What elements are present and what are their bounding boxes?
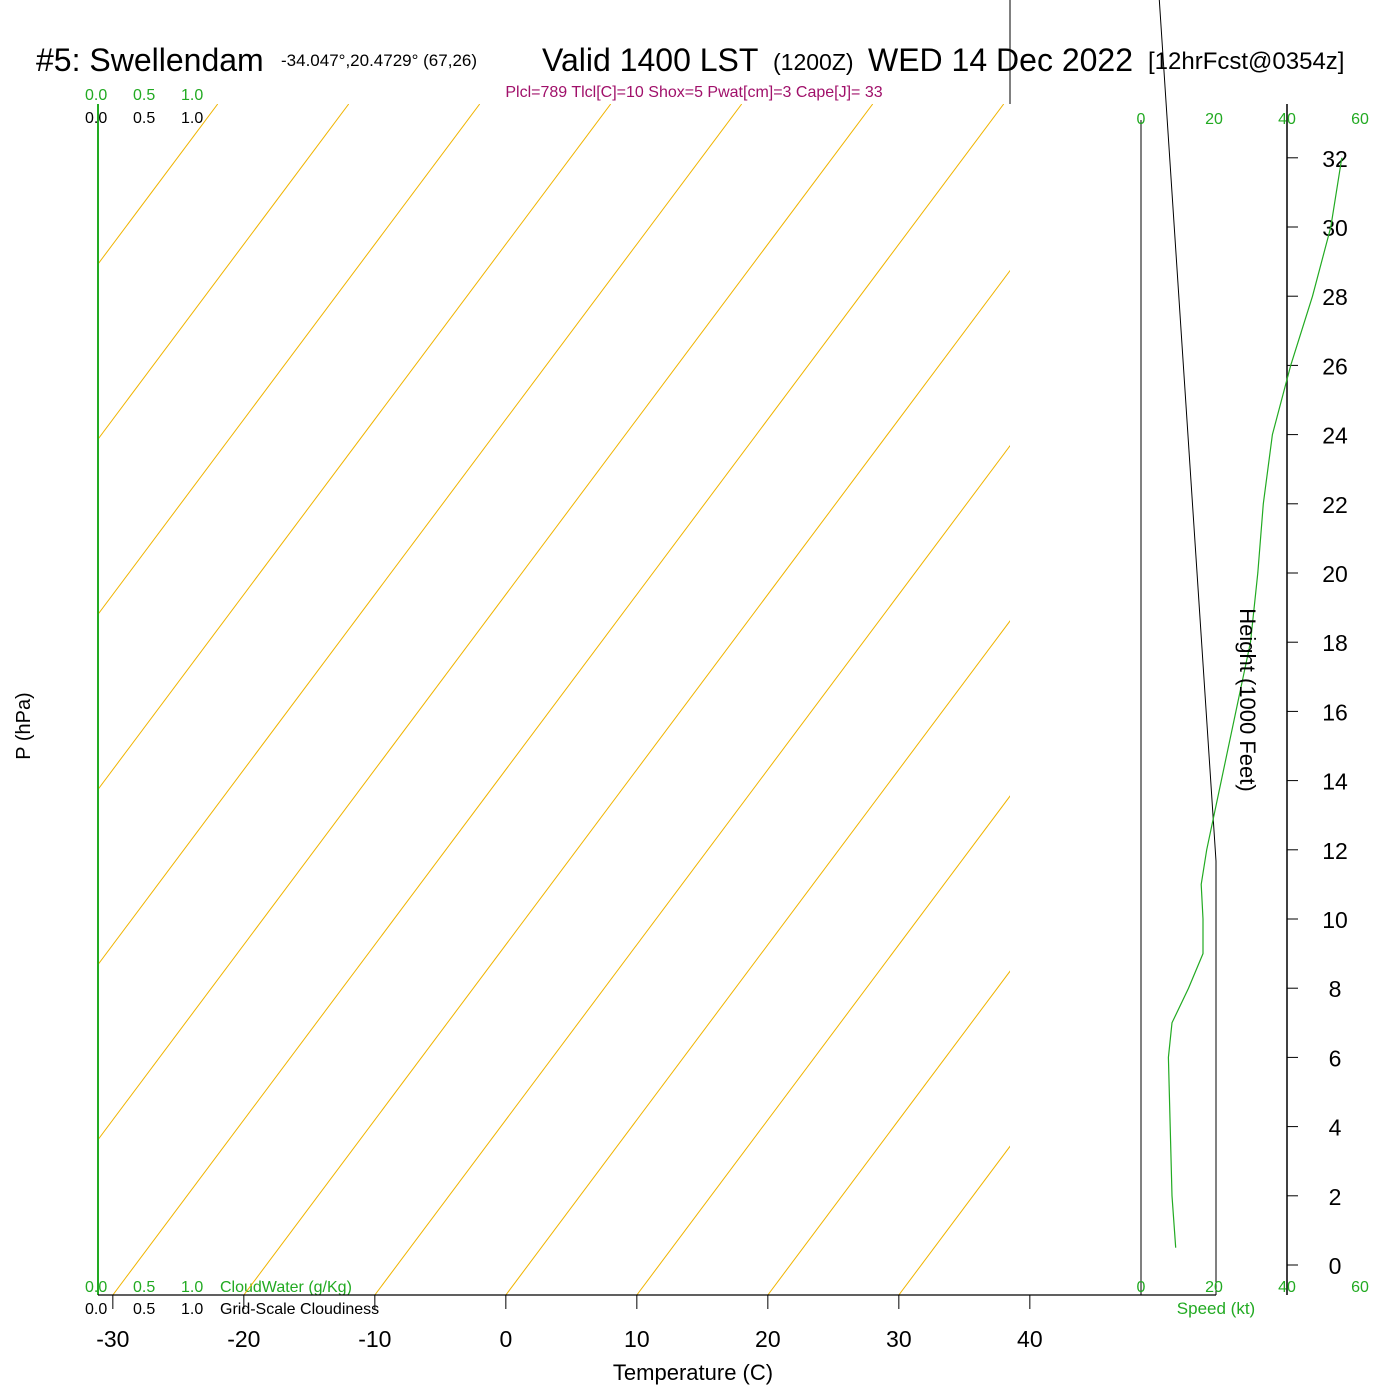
speed-profile-line xyxy=(1167,157,1343,1248)
isotherm-line xyxy=(98,104,481,616)
cloudiness-tick: 0.5 xyxy=(133,110,155,127)
temperature-tick-label: -20 xyxy=(227,1326,260,1352)
height-tick-label: 22 xyxy=(1322,492,1348,518)
isotherm-line xyxy=(767,970,1010,1295)
height-tick-label: 12 xyxy=(1322,838,1348,864)
temperature-tick-label: -30 xyxy=(96,1326,129,1352)
height-tick-label: 20 xyxy=(1322,561,1348,587)
speed-tick-label-bottom: 60 xyxy=(1351,1279,1369,1296)
forecast-info: [12hrFcst@0354z] xyxy=(1148,48,1344,75)
utc-time: (1200Z) xyxy=(773,49,854,75)
speed-tick-label-top: 0 xyxy=(1137,111,1146,128)
cloudiness-tick: 0.5 xyxy=(133,1301,155,1318)
cloudwater-tick: 0.5 xyxy=(133,1279,155,1296)
temperature-tick-label: 20 xyxy=(755,1326,781,1352)
station-title: #5: Swellendam xyxy=(36,42,264,78)
height-tick-label: 14 xyxy=(1322,769,1348,795)
height-axis-title: Height (1000 Feet) xyxy=(1235,608,1260,791)
plot-frame xyxy=(97,0,1288,1296)
height-tick-label: 26 xyxy=(1322,353,1348,379)
height-tick-label: 2 xyxy=(1329,1184,1342,1210)
speed-tick-label-top: 20 xyxy=(1205,111,1223,128)
speed-axis-title: Speed (kt) xyxy=(1177,1299,1255,1318)
speed-tick-label-top: 40 xyxy=(1278,111,1296,128)
speed-tick-label-bottom: 20 xyxy=(1205,1279,1223,1296)
right-edge-skew xyxy=(1158,0,1217,1295)
height-tick-label: 18 xyxy=(1322,630,1348,656)
cloud-scale-top: 0.0 0.5 1.0 0.0 0.5 1.0 xyxy=(85,87,203,127)
temperature-tick-label: 40 xyxy=(1017,1326,1043,1352)
cloudiness-tick: 0.0 xyxy=(85,110,107,127)
isotherm-line xyxy=(98,104,743,966)
cloud-scale-bottom: 0.0 0.5 1.0 CloudWater (g/Kg) 0.0 0.5 1.… xyxy=(85,1279,379,1318)
cloudwater-tick: 0.5 xyxy=(133,87,155,104)
height-tick-label: 4 xyxy=(1329,1115,1342,1141)
height-tick-label: 10 xyxy=(1322,907,1348,933)
isotherm-line xyxy=(112,104,1005,1295)
height-tick-label: 28 xyxy=(1322,284,1348,310)
isotherm-line xyxy=(98,104,612,791)
isotherm-line xyxy=(636,795,1010,1295)
isotherm-lines xyxy=(98,104,1400,1295)
speed-tick-label-top: 60 xyxy=(1351,111,1369,128)
height-tick-label: 0 xyxy=(1329,1253,1342,1279)
cloudiness-tick: 0.0 xyxy=(85,1301,107,1318)
temperature-tick-label: -10 xyxy=(358,1326,391,1352)
isotherm-line xyxy=(374,445,1010,1295)
height-tick-label: 24 xyxy=(1322,423,1348,449)
speed-tick-label-bottom: 40 xyxy=(1278,1279,1296,1296)
isotherm-line xyxy=(98,104,350,441)
cloudiness-tick: 1.0 xyxy=(181,1301,203,1318)
x-axis-title: Temperature (C) xyxy=(613,1360,773,1385)
cloudwater-tick: 1.0 xyxy=(181,1279,203,1296)
cloudwater-tick: 1.0 xyxy=(181,87,203,104)
height-tick-label: 32 xyxy=(1322,146,1348,172)
cloudwater-label: CloudWater (g/Kg) xyxy=(220,1279,352,1296)
isotherm-line xyxy=(243,269,1010,1295)
isotherm-line xyxy=(1161,104,1400,1295)
valid-date: WED 14 Dec 2022 xyxy=(868,42,1133,78)
temperature-tick-label: 0 xyxy=(499,1326,512,1352)
height-tick-label: 8 xyxy=(1329,976,1342,1002)
valid-time: Valid 1400 LST xyxy=(542,42,758,78)
height-tick-label: 30 xyxy=(1322,215,1348,241)
height-tick-label: 6 xyxy=(1329,1045,1342,1071)
y-axis-title: P (hPa) xyxy=(13,692,35,759)
wind-speed-profile xyxy=(1167,157,1343,1248)
temperature-axis: -30 -20 -10 0 10 20 30 40 xyxy=(96,1295,1043,1352)
cloudiness-label: Grid-Scale Cloudiness xyxy=(220,1301,379,1318)
parcel-params: Plcl=789 Tlcl[C]=10 Shox=5 Pwat[cm]=3 Ca… xyxy=(505,84,882,101)
temperature-tick-label: 30 xyxy=(886,1326,912,1352)
cloudwater-tick: 0.0 xyxy=(85,1279,107,1296)
station-coords: -34.047°,20.4729° (67,26) xyxy=(281,51,477,70)
cloudiness-tick: 1.0 xyxy=(181,110,203,127)
temperature-tick-label: 10 xyxy=(624,1326,650,1352)
height-tick-label: 16 xyxy=(1322,699,1348,725)
speed-tick-label-bottom: 0 xyxy=(1137,1279,1146,1296)
isotherm-line xyxy=(505,620,1010,1295)
isotherm-line xyxy=(98,104,874,1141)
cloudwater-tick: 0.0 xyxy=(85,87,107,104)
